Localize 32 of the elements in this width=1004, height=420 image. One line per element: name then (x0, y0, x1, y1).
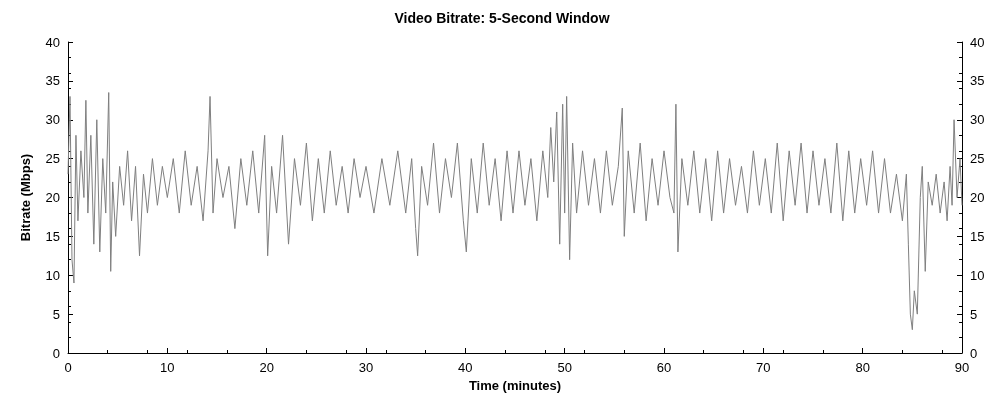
x-tick-label: 80 (855, 360, 870, 375)
y-tick-label: 15 (45, 228, 60, 244)
y2-tick-label: 40 (970, 34, 985, 50)
y-tick-label: 40 (45, 34, 60, 50)
chart-title: Video Bitrate: 5-Second Window (394, 10, 610, 26)
x-tick-label: 30 (358, 360, 374, 375)
y-tick-label: 35 (45, 73, 60, 89)
y-tick-label: 0 (52, 345, 60, 361)
x-tick-label: 10 (160, 360, 175, 375)
x-tick-label: 70 (756, 360, 771, 375)
y2-tick-label: 15 (970, 228, 985, 244)
y2-tick-label: 10 (970, 267, 985, 283)
y-tick-label: 20 (45, 190, 60, 205)
y-tick-label: 10 (45, 267, 60, 283)
line-series (67, 92, 963, 331)
x-axis-title: Time (minutes) (468, 378, 562, 393)
y-tick-label: 30 (45, 112, 60, 128)
y2-tick-label: 0 (970, 345, 978, 361)
y2-tick-label: 30 (970, 112, 985, 128)
y2-tick-label: 25 (970, 151, 985, 167)
x-tick-label: 60 (656, 360, 672, 375)
y-tick-label: 25 (45, 151, 60, 167)
x-tick-label: 90 (954, 360, 970, 375)
y2-tick-label: 35 (970, 73, 985, 89)
y-axis-title: Bitrate (Mbps) (18, 153, 33, 242)
y2-tick-label: 20 (970, 190, 985, 205)
x-tick-label: 0 (64, 360, 72, 375)
x-tick-label: 50 (557, 360, 572, 375)
x-tick-label: 20 (259, 360, 274, 375)
y2-tick-label: 5 (970, 306, 978, 322)
x-tick-label: 40 (458, 360, 473, 375)
y-tick-label: 5 (52, 306, 60, 322)
